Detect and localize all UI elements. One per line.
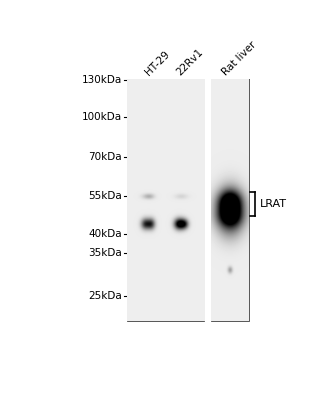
Text: LRAT: LRAT	[260, 199, 287, 209]
Text: 70kDa: 70kDa	[88, 152, 122, 162]
Text: 55kDa: 55kDa	[88, 191, 122, 201]
Text: 22Rv1: 22Rv1	[175, 47, 205, 77]
Text: 100kDa: 100kDa	[82, 112, 122, 122]
Text: Rat liver: Rat liver	[220, 40, 258, 77]
Text: 40kDa: 40kDa	[88, 229, 122, 239]
Text: 130kDa: 130kDa	[82, 75, 122, 85]
Text: HT-29: HT-29	[144, 49, 172, 77]
Text: 25kDa: 25kDa	[88, 291, 122, 301]
Text: 35kDa: 35kDa	[88, 248, 122, 258]
Bar	[211, 79, 248, 320]
Bar	[127, 79, 204, 320]
